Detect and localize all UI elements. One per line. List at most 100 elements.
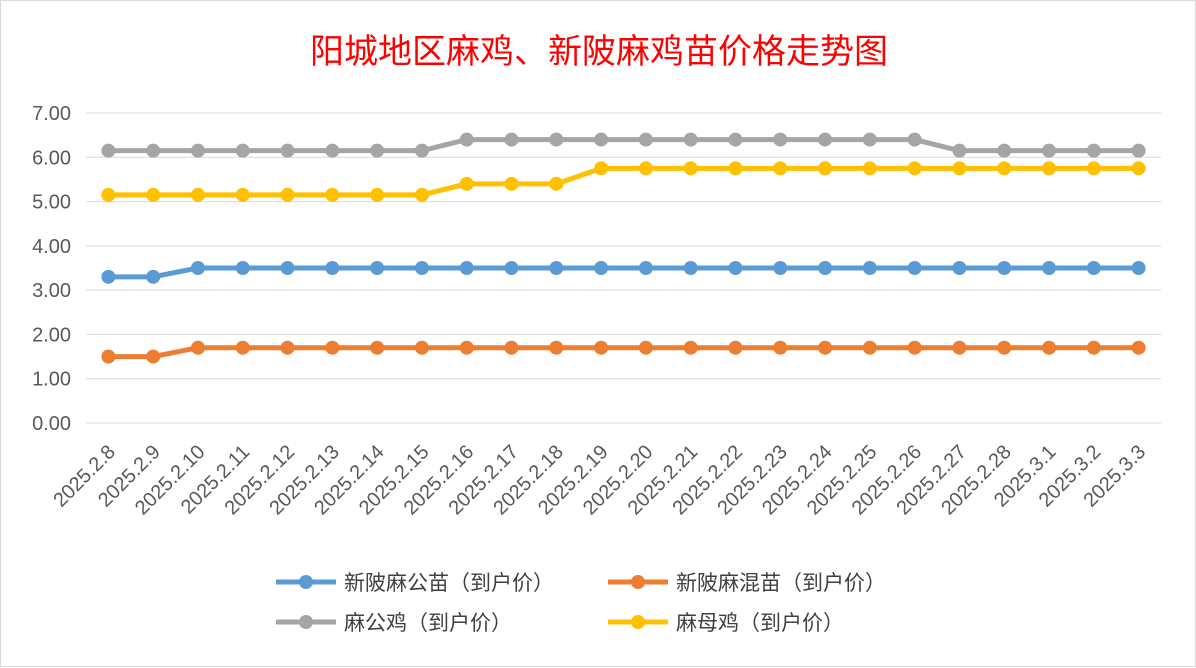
data-point <box>459 132 474 147</box>
legend: 新陂麻公苗（到户价） 新陂麻混苗（到户价） 麻公鸡（到户价） 麻母鸡（到户价） <box>276 571 886 635</box>
data-point <box>325 187 340 202</box>
data-point <box>459 261 474 275</box>
data-point <box>907 340 922 355</box>
data-point <box>997 340 1012 355</box>
legend-item: 麻公鸡（到户价） <box>276 611 512 635</box>
data-point <box>862 340 877 355</box>
data-point <box>146 269 161 284</box>
data-point <box>1131 261 1146 275</box>
data-point <box>952 261 967 275</box>
data-point <box>1042 261 1057 275</box>
legend-item: 麻母鸡（到户价） <box>608 611 844 635</box>
y-tick-label: 2.00 <box>32 324 71 346</box>
data-point <box>773 161 788 176</box>
data-point <box>370 340 385 355</box>
data-point <box>101 269 116 284</box>
data-point <box>190 340 205 355</box>
data-point <box>683 261 698 275</box>
data-point <box>146 349 161 364</box>
data-point <box>683 161 698 176</box>
data-point <box>1131 143 1146 158</box>
data-point <box>907 161 922 176</box>
data-point <box>459 176 474 191</box>
x-axis-ticks: 2025.2.82025.2.92025.2.102025.2.112025.2… <box>49 441 1150 519</box>
data-point <box>504 132 519 147</box>
series-line <box>108 345 1139 360</box>
data-point <box>728 132 743 147</box>
data-point <box>728 340 743 355</box>
legend-item: 新陂麻公苗（到户价） <box>276 571 554 595</box>
data-point <box>997 143 1012 158</box>
data-point <box>146 143 161 158</box>
data-point <box>235 261 250 275</box>
legend-label: 新陂麻混苗（到户价） <box>676 571 886 595</box>
data-point <box>101 187 116 202</box>
data-point <box>190 261 205 275</box>
data-point <box>504 176 519 191</box>
data-point <box>549 176 564 191</box>
data-point <box>952 143 967 158</box>
y-tick-label: 7.00 <box>32 103 71 125</box>
y-axis-ticks: 0.00 1.00 2.00 3.00 4.00 5.00 6.00 7.00 <box>32 103 71 435</box>
data-point <box>594 132 609 147</box>
series-line <box>108 165 1139 198</box>
data-point <box>683 132 698 147</box>
data-point <box>818 340 833 355</box>
data-point <box>325 143 340 158</box>
data-point <box>549 132 564 147</box>
data-point <box>997 261 1012 275</box>
data-point <box>1131 161 1146 176</box>
data-point <box>235 187 250 202</box>
data-point <box>728 261 743 275</box>
data-point <box>907 132 922 147</box>
gridlines <box>86 112 1161 424</box>
data-point <box>549 261 564 275</box>
y-tick-label: 0.00 <box>32 413 71 435</box>
chart-title: 阳城地区麻鸡、新陂麻鸡苗价格走势图 <box>310 32 888 72</box>
y-tick-label: 5.00 <box>32 192 71 214</box>
data-point <box>549 340 564 355</box>
data-point <box>370 143 385 158</box>
data-point <box>280 187 295 202</box>
data-point <box>1042 161 1057 176</box>
series-1 <box>101 340 1146 364</box>
data-point <box>1086 161 1101 176</box>
data-point <box>952 340 967 355</box>
data-point <box>638 132 653 147</box>
data-point <box>370 261 385 275</box>
data-point <box>325 261 340 275</box>
y-tick-label: 1.00 <box>32 369 71 391</box>
data-point <box>638 340 653 355</box>
data-point <box>414 187 429 202</box>
y-tick-label: 4.00 <box>32 236 71 258</box>
data-point <box>638 161 653 176</box>
data-point <box>818 132 833 147</box>
data-point <box>818 261 833 275</box>
data-point <box>414 261 429 275</box>
data-point <box>907 261 922 275</box>
series-3 <box>101 161 1146 202</box>
data-point <box>683 340 698 355</box>
data-point <box>728 161 743 176</box>
legend-marker <box>299 615 313 629</box>
y-tick-label: 6.00 <box>32 147 71 169</box>
data-point <box>235 143 250 158</box>
series-line <box>108 265 1139 280</box>
data-point <box>280 143 295 158</box>
legend-item: 新陂麻混苗（到户价） <box>608 571 886 595</box>
data-point <box>1086 340 1101 355</box>
data-point <box>101 349 116 364</box>
data-point <box>1086 143 1101 158</box>
data-point <box>101 143 116 158</box>
data-point <box>862 161 877 176</box>
data-point <box>773 340 788 355</box>
data-point <box>773 132 788 147</box>
series-line <box>108 137 1139 154</box>
data-point <box>952 161 967 176</box>
data-point <box>1086 261 1101 275</box>
data-point <box>325 340 340 355</box>
data-point <box>862 261 877 275</box>
legend-label: 麻公鸡（到户价） <box>344 611 512 635</box>
